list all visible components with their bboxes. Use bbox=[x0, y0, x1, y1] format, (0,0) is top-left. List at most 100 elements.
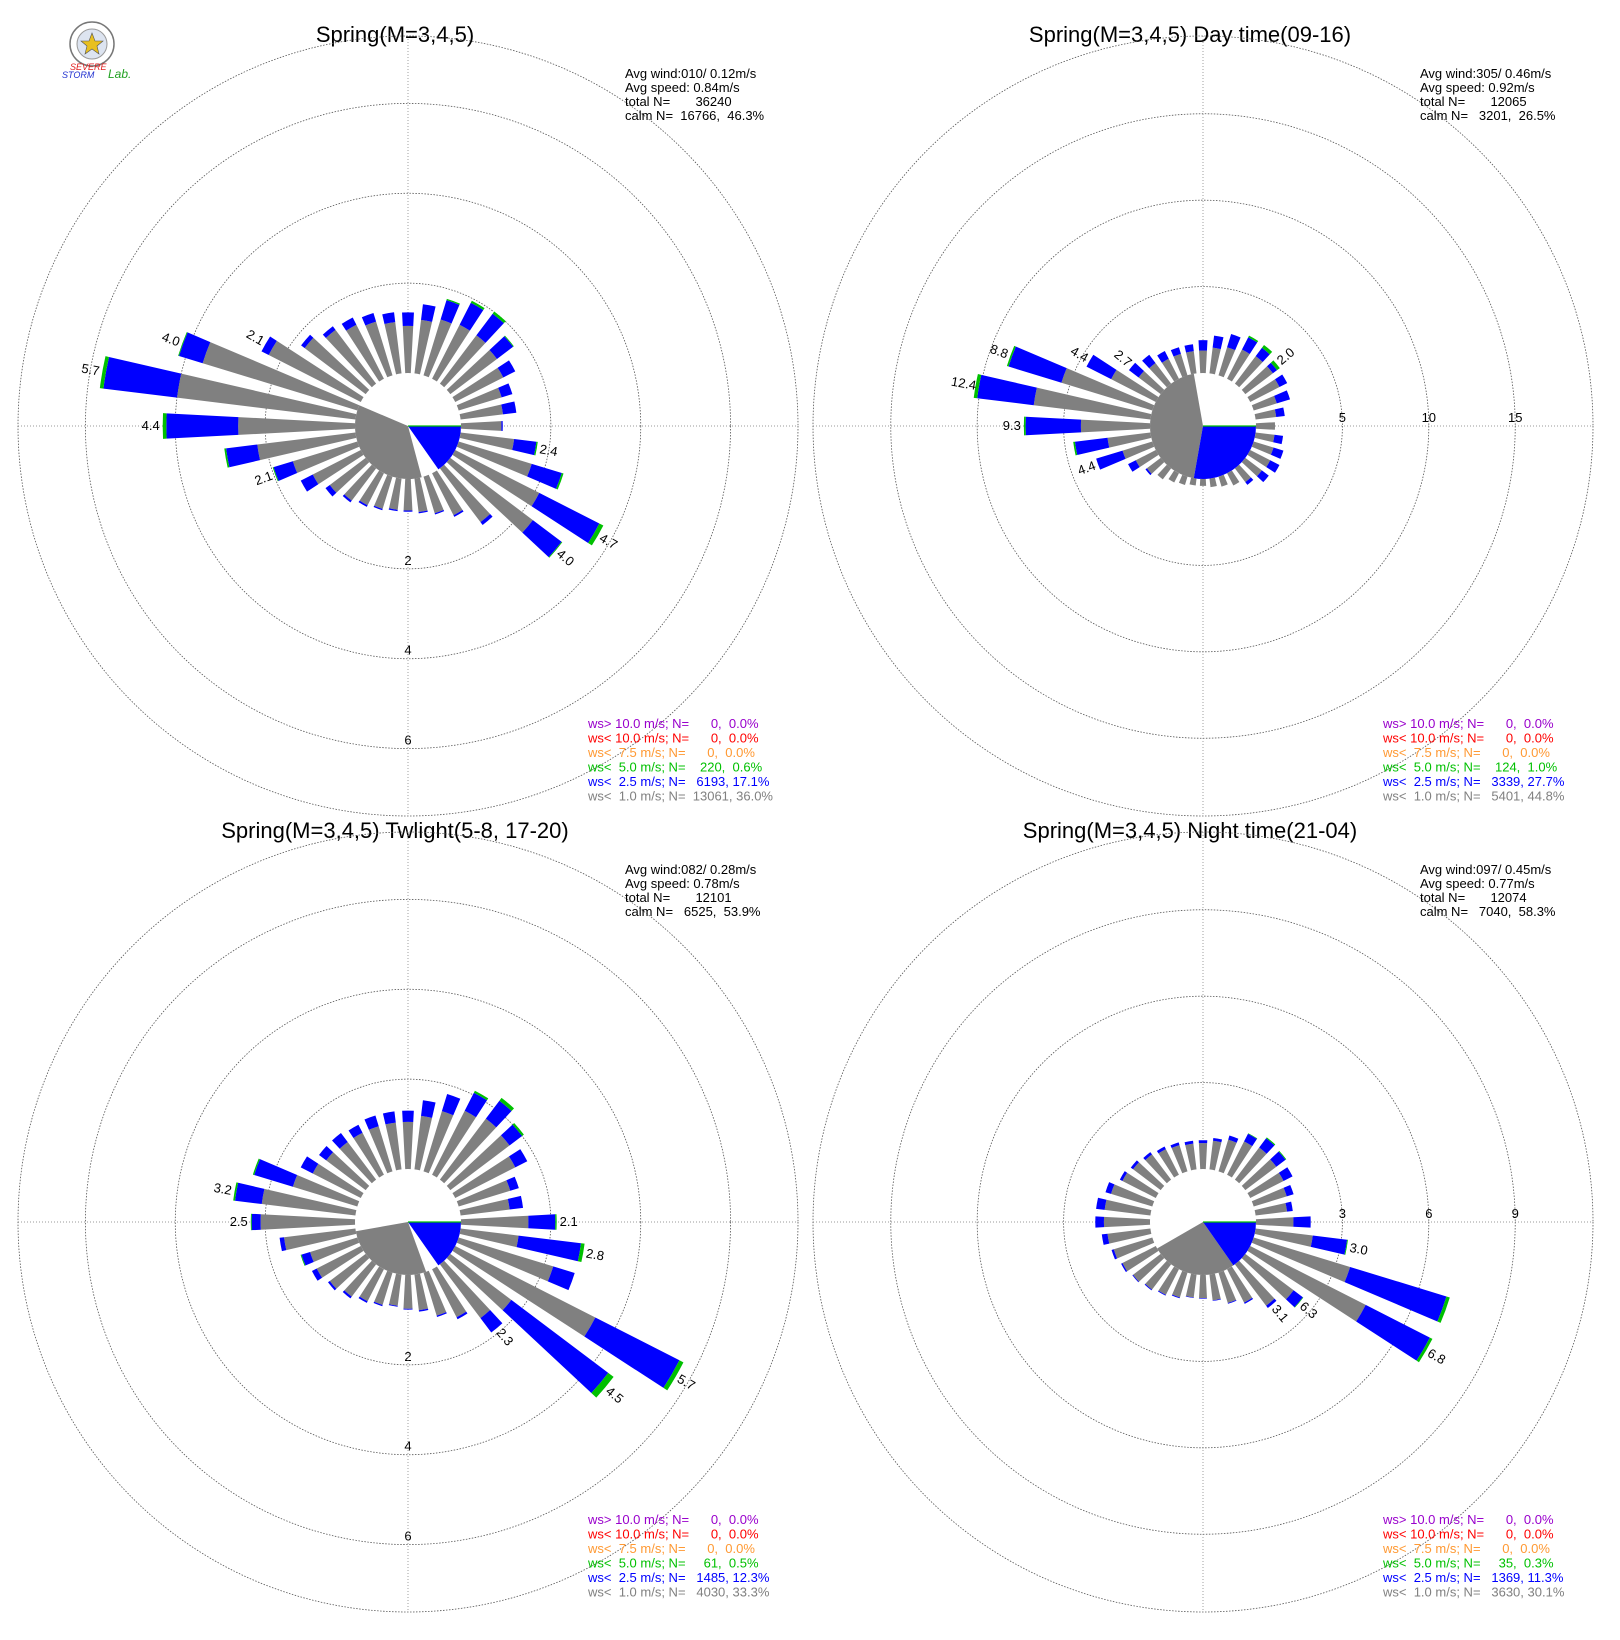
bar-segment-lt1-310 bbox=[326, 1152, 370, 1191]
bar-segment-lt1-0 bbox=[1199, 350, 1207, 374]
bar-segment-lt2_5-280 bbox=[977, 374, 1037, 406]
bar-segment-lt2_5-340 bbox=[361, 313, 377, 326]
bar-segment-lt2_5-110 bbox=[1344, 1266, 1447, 1322]
bar-segment-lt2_5-10 bbox=[421, 304, 436, 322]
bar-segment-lt2_5-310 bbox=[301, 334, 314, 349]
bar-segment-lt1-280 bbox=[261, 1188, 357, 1216]
bar-segment-lt2_5-260 bbox=[1074, 437, 1110, 456]
bar-segment-lt2_5-290 bbox=[254, 1159, 298, 1187]
wind-rose-panel-2: Spring(M=3,4,5) Day time(09-16) 5 10 15 2.0 4… bbox=[812, 22, 1594, 817]
bar-segment-lt1-180 bbox=[1199, 1274, 1207, 1299]
bar-segment-lt1-290 bbox=[1061, 368, 1155, 411]
bar-segment-lt1-330 bbox=[1158, 1149, 1179, 1178]
bar-segment-lt2_5-140 bbox=[480, 514, 493, 526]
bar-segment-lt1-180 bbox=[403, 1274, 413, 1309]
bar-segment-lt1-0 bbox=[1198, 1143, 1208, 1170]
bar-segment-lt2_5-270 bbox=[166, 413, 239, 439]
bar-segment-lt1-160 bbox=[423, 474, 444, 514]
bar-segment-lt1-140 bbox=[439, 464, 491, 523]
legend-entry: ws< 5.0 m/s; N= 220, 0.6% bbox=[587, 760, 763, 775]
bar-segment-lt2_5-20 bbox=[441, 1093, 461, 1116]
bar-segment-lt1-220 bbox=[1145, 1260, 1172, 1290]
bar-segment-lt1-90 bbox=[460, 1215, 529, 1229]
bar-segment-lt1-30 bbox=[432, 324, 470, 382]
legend-entry: ws< 7.5 m/s; N= 0, 0.0% bbox=[587, 745, 755, 760]
bar-segment-lt1-20 bbox=[423, 319, 452, 378]
bar-segment-lt2_5-120 bbox=[531, 492, 600, 543]
ring-3 bbox=[1063, 1082, 1343, 1362]
bar-segment-lt1-270 bbox=[260, 1214, 356, 1230]
bar-segment-lt5-40 bbox=[492, 311, 506, 324]
bar-segment-lt2_5-250 bbox=[301, 1251, 314, 1266]
bar-segment-lt5-120 bbox=[1416, 1337, 1433, 1363]
bar-segment-lt1-60 bbox=[1247, 379, 1280, 402]
bar-segment-lt2_5-120 bbox=[584, 1317, 680, 1388]
bar-value-label: 4.4 bbox=[142, 418, 160, 433]
stat-line: Avg speed: 0.84m/s bbox=[625, 80, 740, 95]
bar-value-label: 5.7 bbox=[675, 1371, 698, 1393]
bar-segment-lt1-340 bbox=[1171, 1145, 1188, 1174]
ring-label: 2 bbox=[404, 553, 411, 568]
stat-line: Avg wind:097/ 0.45m/s bbox=[1420, 862, 1552, 877]
legend-entry: ws< 10.0 m/s; N= 0, 0.0% bbox=[587, 1527, 759, 1542]
legend-entry: ws< 10.0 m/s; N= 0, 0.0% bbox=[1382, 731, 1554, 746]
bar-segment-lt2_5-100 bbox=[512, 439, 537, 456]
bar-segment-lt2_5-10 bbox=[1212, 335, 1224, 350]
bar-segment-lt2_5-120 bbox=[1356, 1304, 1430, 1361]
bar-segment-lt1-70 bbox=[1251, 1187, 1287, 1207]
legend-entry: ws> 10.0 m/s; N= 0, 0.0% bbox=[587, 1512, 759, 1527]
bar-segment-lt1-160 bbox=[1218, 474, 1228, 487]
bar-segment-lt1-270 bbox=[1080, 419, 1151, 433]
bar-segment-lt2_5-60 bbox=[497, 360, 516, 378]
bar-segment-lt1-230 bbox=[329, 457, 370, 493]
ring-5 bbox=[1063, 286, 1343, 566]
bar-segment-lt1-40 bbox=[439, 1118, 497, 1184]
bar-segment-lt1-300 bbox=[1122, 1172, 1159, 1198]
bar-value-label: 3.2 bbox=[213, 1180, 233, 1198]
bar-segment-lt2_5-110 bbox=[547, 1266, 575, 1291]
bar-segment-lt1-150 bbox=[432, 470, 463, 516]
ring-label: 6 bbox=[404, 733, 411, 748]
bar-segment-lt5-50 bbox=[512, 1123, 524, 1137]
bar-segment-lt2_5-0 bbox=[402, 312, 414, 326]
bar-segment-lt1-140 bbox=[1234, 464, 1251, 483]
bar-segment-lt1-210 bbox=[1158, 1266, 1179, 1295]
bar-value-label: 4.0 bbox=[160, 329, 182, 349]
bar-segment-lt1-290 bbox=[292, 1174, 360, 1207]
bar-segment-lt2_5-350 bbox=[382, 312, 396, 325]
bar-segment-lt1-290 bbox=[202, 342, 360, 411]
bar-segment-lt2_5-170 bbox=[418, 1308, 429, 1312]
bar-segment-lt1-200 bbox=[1178, 474, 1188, 485]
bar-segment-lt5-30 bbox=[1247, 1133, 1258, 1139]
bar-segment-lt1-40 bbox=[439, 335, 486, 388]
bar-segment-lt2_5-50 bbox=[500, 1124, 523, 1146]
bar-segment-lt5-40 bbox=[499, 1097, 515, 1111]
bar-segment-lt1-260 bbox=[257, 432, 357, 461]
bar-value-label: 4.4 bbox=[1075, 458, 1097, 478]
bar-segment-lt2_5-130 bbox=[522, 520, 562, 558]
bar-segment-lt1-250 bbox=[1113, 1237, 1155, 1259]
bar-segment-lt2_5-260 bbox=[279, 1237, 287, 1252]
bar-segment-lt2_5-220 bbox=[342, 494, 352, 503]
bar-segment-lt2_5-350 bbox=[1184, 344, 1194, 353]
bar-segment-lt1-320 bbox=[1149, 362, 1172, 388]
panel-title: Spring(M=3,4,5) Twlight(5-8, 17-20) bbox=[221, 818, 568, 843]
bar-segment-lt1-0 bbox=[402, 1121, 414, 1170]
ring-label: 6 bbox=[1425, 1206, 1432, 1221]
bar-segment-lt2_5-70 bbox=[498, 383, 513, 398]
ring-4 bbox=[174, 192, 642, 660]
bar-segment-lt2_5-250 bbox=[1111, 1249, 1118, 1260]
bar-segment-lt2_5-80 bbox=[1274, 407, 1285, 418]
bar-segment-lt5-130 bbox=[548, 541, 563, 558]
bar-segment-lt5-260 bbox=[224, 448, 230, 468]
ring-label: 6 bbox=[404, 1529, 411, 1544]
bar-segment-lt2_5-140 bbox=[1245, 477, 1254, 485]
bar-segment-lt2_5-310 bbox=[1128, 362, 1145, 378]
bar-segment-lt2_5-200 bbox=[373, 1301, 383, 1307]
bar-segment-lt2_5-340 bbox=[364, 1115, 379, 1130]
calm-sector bbox=[1157, 1222, 1234, 1275]
ring-2 bbox=[264, 282, 552, 570]
bar-segment-lt1-190 bbox=[1185, 1273, 1197, 1298]
